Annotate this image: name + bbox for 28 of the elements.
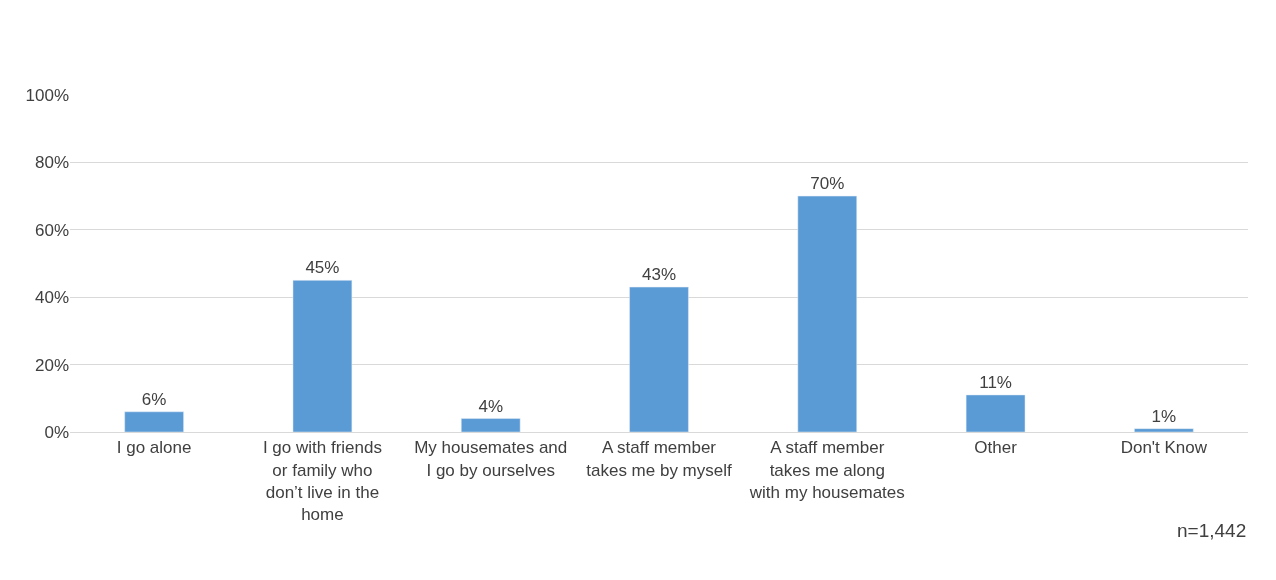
text: n=1,442 bbox=[1177, 520, 1247, 541]
x-tick-label: I go with friends or family who don’t live in the home bbox=[262, 438, 382, 524]
x-tick-label: A staff member takes me along with my housemates bbox=[748, 438, 905, 502]
x-tick-label: A staff member takes me by myself bbox=[586, 438, 733, 480]
data-label: 70% bbox=[810, 174, 845, 194]
y-tick-label: 80% bbox=[34, 153, 69, 173]
data-label: 6% bbox=[141, 389, 167, 409]
x-tick-label: I go alone bbox=[116, 438, 192, 458]
data-label: 45% bbox=[305, 258, 340, 278]
bar bbox=[292, 280, 353, 432]
x-tick-label: Other bbox=[974, 438, 1018, 458]
bar bbox=[124, 411, 184, 432]
x-tick-label: Don't Know bbox=[1120, 438, 1208, 458]
y-tick-label: 40% bbox=[34, 288, 69, 308]
bar bbox=[965, 394, 1026, 432]
y-tick-label: 20% bbox=[34, 355, 69, 375]
data-label: 43% bbox=[641, 265, 677, 285]
bar bbox=[797, 195, 857, 432]
y-tick-label: 0% bbox=[44, 422, 69, 442]
y-tick-label: 100% bbox=[25, 85, 69, 105]
bar bbox=[629, 286, 689, 432]
bar bbox=[461, 418, 521, 432]
data-label: 1% bbox=[1151, 406, 1177, 426]
data-label: 11% bbox=[979, 372, 1012, 392]
bar bbox=[1134, 428, 1194, 432]
x-tick-label: My housemates and I go by ourselves bbox=[414, 438, 568, 480]
data-label: 4% bbox=[478, 396, 503, 416]
y-tick-label: 60% bbox=[34, 220, 69, 240]
